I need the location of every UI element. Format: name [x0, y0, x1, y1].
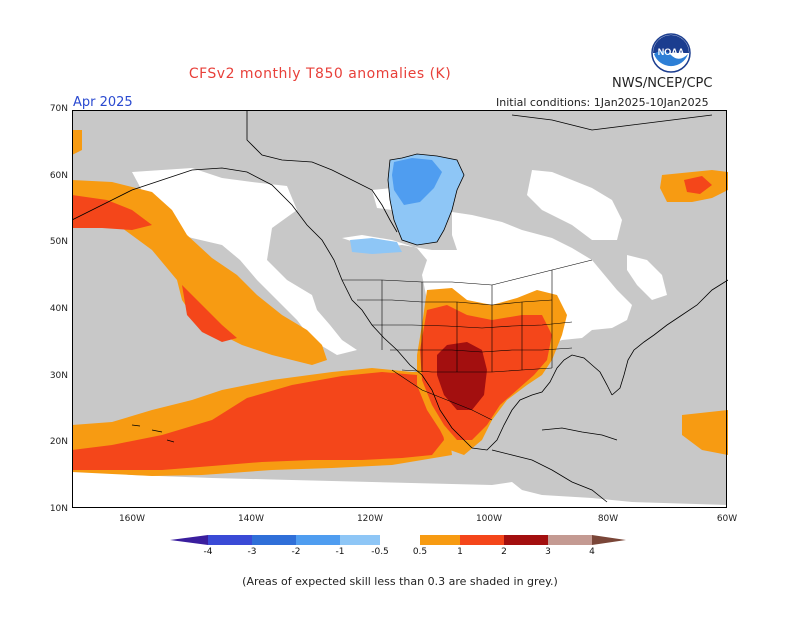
lon-label-120w: 120W	[356, 514, 384, 524]
lon-label-60w: 60W	[716, 514, 738, 524]
cbar-segment-minus4-minus3	[208, 535, 252, 545]
cbar-segment-minus3-minus2	[252, 535, 296, 545]
cbar-label-minus4: -4	[203, 547, 213, 557]
lat-label-70n: 70N	[49, 104, 68, 114]
cbar-segment-minus1-minus05	[340, 535, 380, 545]
cold-anomaly-hudson-bay	[350, 154, 464, 254]
lat-label-50n: 50N	[49, 237, 68, 247]
cbar-segment-neutral	[380, 535, 420, 545]
lat-label-30n: 30N	[49, 371, 68, 381]
warm-anomaly-caribbean-atlantic	[72, 130, 728, 455]
lon-label-160w: 160W	[118, 514, 146, 524]
cbar-segment-below-minus4	[170, 535, 208, 545]
lon-label-80w: 80W	[597, 514, 619, 524]
cbar-segment-above-4	[592, 535, 626, 545]
cbar-label-2: 2	[501, 547, 507, 557]
lat-label-20n: 20N	[49, 437, 68, 447]
lon-label-140w: 140W	[237, 514, 265, 524]
lon-label-100w: 100W	[475, 514, 503, 524]
skill-footnote: (Areas of expected skill less than 0.3 a…	[242, 575, 558, 588]
cbar-segment-2-3	[504, 535, 548, 545]
agency-label: NWS/NCEP/CPC	[612, 76, 713, 91]
lat-label-40n: 40N	[49, 304, 68, 314]
warm-anomaly-west-coast	[72, 180, 327, 365]
initial-conditions: Initial conditions: 1Jan2025-10Jan2025	[496, 96, 709, 109]
cbar-label-minus2: -2	[291, 547, 301, 557]
cbar-label-05: 0.5	[412, 547, 428, 557]
cbar-label-4: 4	[589, 547, 595, 557]
lat-label-60n: 60N	[49, 171, 68, 181]
color-bar	[170, 534, 630, 554]
map-frame	[72, 110, 727, 508]
warm-anomaly-pacific-band	[72, 368, 452, 476]
cbar-segment-05-1	[420, 535, 460, 545]
noaa-logo-text: NOAA	[658, 47, 685, 57]
political-borders	[342, 259, 593, 421]
lat-label-10n: 10N	[49, 504, 68, 514]
cbar-label-1: 1	[457, 547, 463, 557]
forecast-month: Apr 2025	[73, 95, 133, 110]
noaa-logo-icon: NOAA	[651, 33, 691, 73]
cbar-segment-3-4	[548, 535, 592, 545]
cbar-label-minus3: -3	[247, 547, 257, 557]
map-title: CFSv2 monthly T850 anomalies (K)	[188, 66, 452, 82]
cbar-segment-1-2	[460, 535, 504, 545]
cbar-label-3: 3	[545, 547, 551, 557]
cbar-label-minus1: -1	[335, 547, 345, 557]
anomaly-map	[71, 110, 729, 514]
cbar-segment-minus2-minus1	[296, 535, 340, 545]
cbar-label-minus05: -0.5	[371, 547, 389, 557]
